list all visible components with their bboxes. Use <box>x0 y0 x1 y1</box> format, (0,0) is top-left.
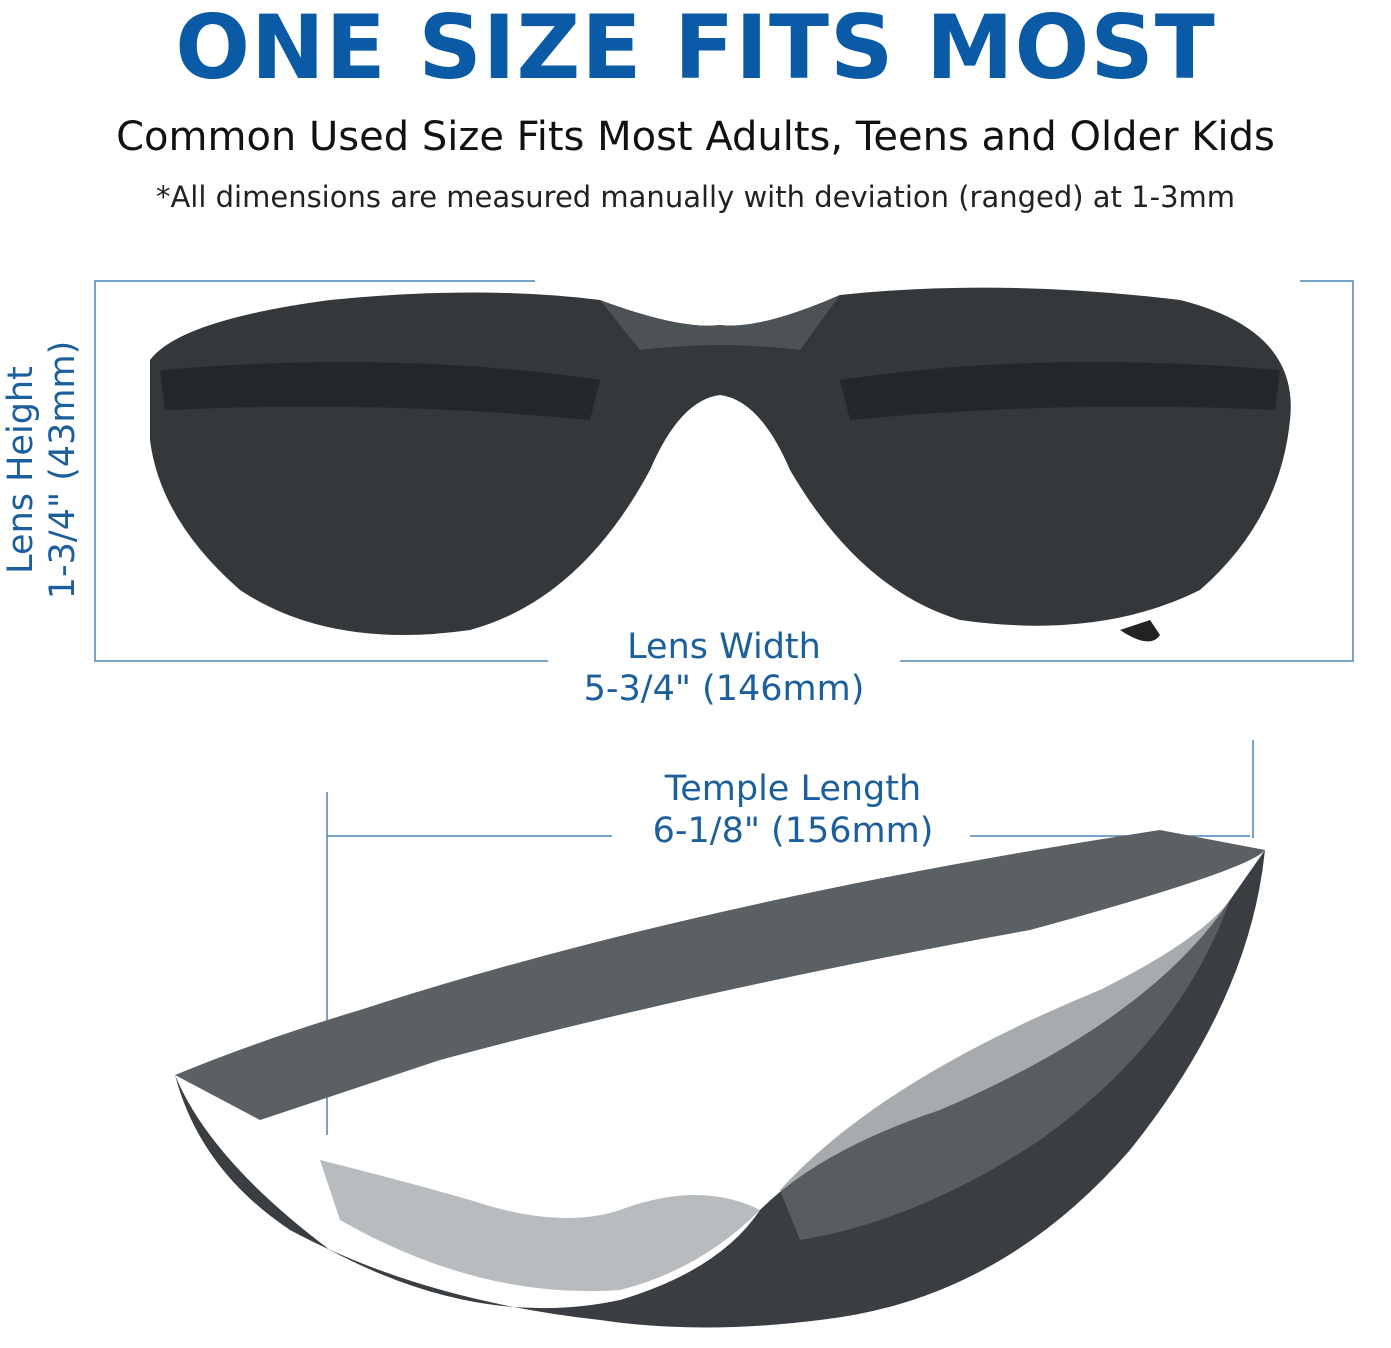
measurement-note: *All dimensions are measured manually wi… <box>155 180 1236 214</box>
side-view-glasses <box>175 830 1265 1328</box>
temple-length-value: 6-1/8" (156mm) <box>652 811 934 851</box>
lens-height-title: Lens Height <box>1 366 41 574</box>
temple-length-title: Temple Length <box>664 769 922 809</box>
lens-height-label: Lens Height 1-3/4" (43mm) <box>0 325 84 615</box>
page-title: ONE SIZE FITS MOST <box>175 0 1216 99</box>
subtitle: Common Used Size Fits Most Adults, Teens… <box>116 114 1275 160</box>
lens-dimension-box <box>94 280 1354 662</box>
temple-length-label: Temple Length 6-1/8" (156mm) <box>593 768 993 852</box>
lens-width-title: Lens Width <box>627 627 821 667</box>
lens-width-value: 5-3/4" (146mm) <box>583 669 865 709</box>
lens-width-label: Lens Width 5-3/4" (146mm) <box>524 626 924 710</box>
front-view-glasses <box>150 287 1291 642</box>
lens-height-value: 1-3/4" (43mm) <box>43 340 83 600</box>
